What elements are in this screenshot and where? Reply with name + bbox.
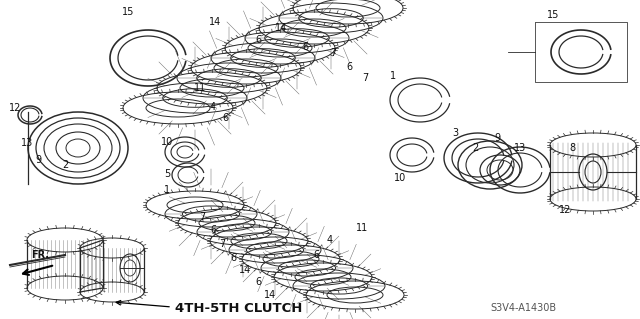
Text: FR.: FR. <box>31 250 49 260</box>
Text: 14: 14 <box>239 265 251 275</box>
Text: 6: 6 <box>222 113 228 123</box>
Text: 4: 4 <box>210 102 216 112</box>
Text: 14: 14 <box>275 23 287 33</box>
Text: 14: 14 <box>209 17 221 27</box>
Text: 14: 14 <box>264 290 276 300</box>
Text: 6: 6 <box>313 250 319 260</box>
Text: 2: 2 <box>62 160 68 170</box>
Text: 15: 15 <box>547 10 559 20</box>
Text: 5: 5 <box>164 169 170 179</box>
Text: 15: 15 <box>122 7 134 17</box>
Text: 6: 6 <box>255 35 261 45</box>
Text: S3V4-A1430B: S3V4-A1430B <box>490 303 556 313</box>
Text: 3: 3 <box>452 128 458 138</box>
Text: 10: 10 <box>394 173 406 183</box>
Text: 4TH-5TH CLUTCH: 4TH-5TH CLUTCH <box>175 301 302 315</box>
Text: 6: 6 <box>255 277 261 287</box>
Text: 11: 11 <box>194 83 206 93</box>
Text: 7: 7 <box>362 73 368 83</box>
Text: 7: 7 <box>219 239 225 249</box>
Text: 13: 13 <box>514 143 526 153</box>
Text: 7: 7 <box>330 48 336 58</box>
Text: 9: 9 <box>494 133 500 143</box>
Text: 8: 8 <box>569 143 575 153</box>
Text: 6: 6 <box>210 225 216 235</box>
Text: 10: 10 <box>161 137 173 147</box>
Text: 2: 2 <box>472 143 478 153</box>
Text: 12: 12 <box>9 103 21 113</box>
Text: 9: 9 <box>35 155 41 165</box>
Text: 6: 6 <box>346 62 352 72</box>
Text: 12: 12 <box>559 205 571 215</box>
Text: 7: 7 <box>199 212 205 222</box>
Text: 13: 13 <box>21 138 33 148</box>
Text: 6: 6 <box>302 42 308 52</box>
Text: 11: 11 <box>356 223 368 233</box>
Text: 6: 6 <box>230 253 236 263</box>
Text: 4: 4 <box>327 235 333 245</box>
Text: 1: 1 <box>164 185 170 195</box>
Text: 1: 1 <box>390 71 396 81</box>
